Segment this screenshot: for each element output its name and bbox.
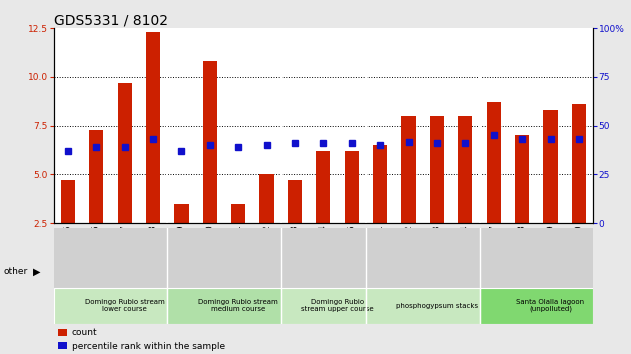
Legend: count, percentile rank within the sample: count, percentile rank within the sample [58, 329, 225, 351]
Bar [231, 204, 245, 223]
Bar [281, 287, 366, 324]
Bar [61, 180, 75, 223]
Bar [174, 204, 189, 223]
Text: other: other [3, 267, 27, 276]
Bar [401, 116, 416, 223]
Text: Domingo Rubio stream
medium course: Domingo Rubio stream medium course [198, 299, 278, 312]
Bar [345, 151, 359, 223]
Bar [288, 180, 302, 223]
Bar [373, 145, 387, 223]
Text: GDS5331 / 8102: GDS5331 / 8102 [54, 13, 168, 27]
Bar [480, 287, 593, 324]
Bar [458, 116, 473, 223]
Text: Domingo Rubio
stream upper course: Domingo Rubio stream upper course [301, 299, 374, 312]
Bar [259, 175, 274, 223]
Bar [117, 83, 132, 223]
Text: Santa Olalla lagoon
(unpolluted): Santa Olalla lagoon (unpolluted) [517, 299, 584, 313]
Bar [543, 110, 558, 223]
Bar [146, 32, 160, 223]
Bar [54, 228, 593, 287]
Bar [89, 130, 103, 223]
Bar [167, 287, 281, 324]
Bar [54, 287, 167, 324]
Bar [572, 104, 586, 223]
Bar [487, 102, 501, 223]
Text: ▶: ▶ [33, 266, 40, 276]
Text: Domingo Rubio stream
lower course: Domingo Rubio stream lower course [85, 299, 165, 312]
Bar [430, 116, 444, 223]
Text: phosphogypsum stacks: phosphogypsum stacks [396, 303, 478, 309]
Bar [366, 287, 480, 324]
Bar [515, 135, 529, 223]
Bar [316, 151, 331, 223]
Bar [203, 62, 217, 223]
